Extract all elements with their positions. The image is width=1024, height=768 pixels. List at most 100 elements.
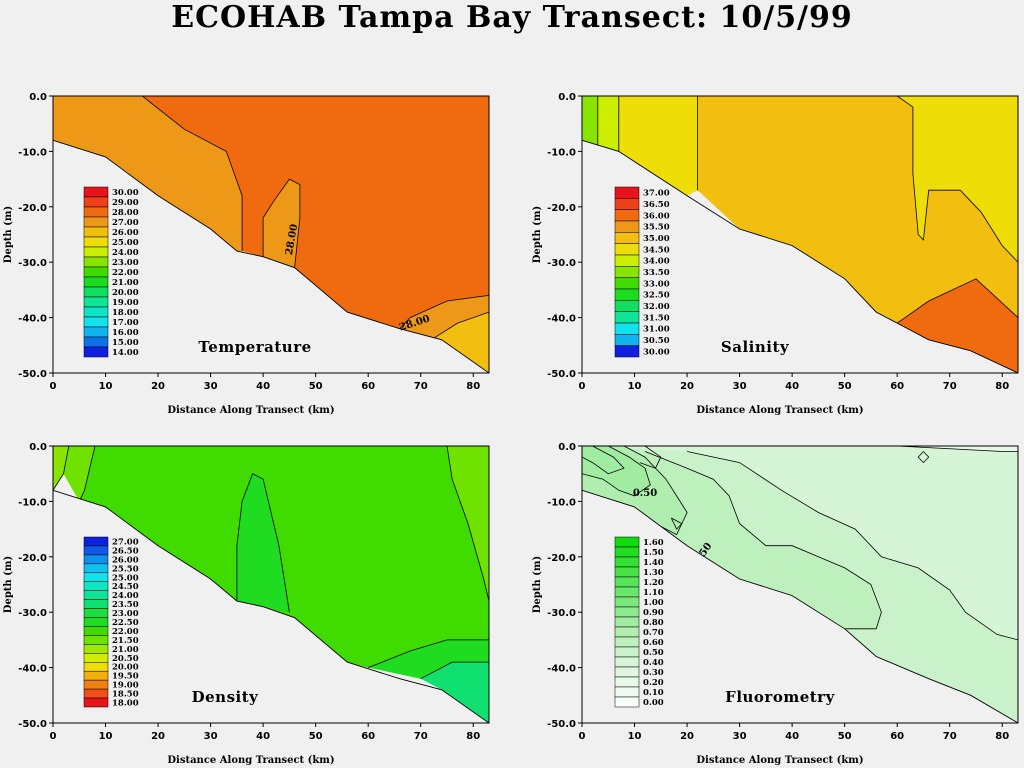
y-tick-label: 0.0 — [558, 92, 576, 103]
seafloor-line — [582, 139, 1018, 373]
legend-label: 28.00 — [112, 208, 139, 218]
contour-line-0 — [142, 96, 243, 252]
x-tick-label: 80 — [466, 381, 480, 392]
contour-line-2 — [399, 295, 489, 329]
legend-label: 22.50 — [112, 618, 139, 628]
x-tick-label: 60 — [890, 731, 904, 742]
legend-label: 14.00 — [112, 348, 139, 358]
legend-swatch — [614, 666, 640, 678]
plot-frame — [581, 95, 1019, 374]
legend-swatch — [83, 266, 109, 278]
legend-swatch — [614, 626, 640, 638]
x-tick-label: 0 — [579, 381, 586, 392]
legend-swatch — [83, 196, 109, 208]
legend-label: 24.00 — [112, 591, 139, 601]
plot-area — [53, 96, 489, 373]
legend-label: 21.00 — [112, 278, 139, 288]
field-region-2 — [263, 179, 300, 268]
legend-swatch — [83, 653, 109, 663]
legend-swatch — [83, 599, 109, 609]
page-title: ECOHAB Tampa Bay Transect: 10/5/99 — [171, 0, 853, 35]
legend-swatch — [83, 545, 109, 556]
legend-label: 0.60 — [643, 638, 664, 648]
y-tick-label: -40.0 — [547, 314, 576, 325]
y-tick-label: -50.0 — [18, 369, 47, 380]
legend-swatch — [614, 656, 640, 668]
contour-line-5 — [582, 446, 625, 475]
y-axis-label: Depth (m) — [3, 556, 14, 613]
legend-swatch — [83, 670, 109, 681]
y-axis-label: Depth (m) — [532, 206, 543, 263]
y-tick-label: -50.0 — [547, 369, 576, 380]
x-tick-label: 40 — [256, 731, 270, 742]
legend-label: 30.00 — [112, 188, 139, 198]
legend-label: 35.50 — [643, 223, 670, 233]
plot-area — [53, 446, 489, 723]
legend-swatch — [83, 346, 109, 358]
y-tick-label: -30.0 — [18, 258, 47, 269]
legend-swatch — [83, 336, 109, 348]
panel-title: Density — [192, 688, 260, 706]
y-tick-label: -40.0 — [547, 664, 576, 675]
legend-label: 32.50 — [643, 291, 670, 301]
x-tick-label: 50 — [309, 381, 323, 392]
legend-swatch — [83, 216, 109, 228]
legend-swatch — [614, 345, 640, 358]
x-tick-label: 80 — [466, 731, 480, 742]
legend-swatch — [83, 581, 109, 591]
legend-label: 20.00 — [112, 663, 139, 673]
contour-line-3 — [623, 446, 688, 536]
legend-swatch — [83, 635, 109, 645]
x-tick-label: 70 — [414, 731, 428, 742]
x-tick-label: 10 — [628, 381, 642, 392]
x-tick-label: 70 — [943, 731, 957, 742]
x-tick-label: 30 — [733, 381, 747, 392]
contour-line-1 — [262, 178, 301, 268]
x-axis-label: Distance Along Transect (km) — [696, 405, 863, 416]
y-tick-label: -30.0 — [18, 608, 47, 619]
legend-label: 1.60 — [643, 538, 664, 548]
y-tick-label: -20.0 — [547, 203, 576, 214]
legend-label: 0.90 — [643, 608, 664, 618]
contour-line-0 — [897, 446, 1018, 452]
x-tick-label: 40 — [785, 731, 799, 742]
y-tick-label: -10.0 — [18, 147, 47, 158]
legend-swatch — [614, 288, 640, 301]
panel-temperature: 0 10 20 30 40 50 60 70 80 0.0 -10.0 -20.0 -30.0 -40.0… — [3, 92, 490, 416]
legend-label: 26.50 — [112, 546, 139, 556]
legend-swatch — [614, 209, 640, 222]
y-tick-label: 0.0 — [29, 442, 47, 453]
legend-swatch — [614, 576, 640, 588]
legend-label: 26.00 — [112, 228, 139, 238]
y-tick-label: -30.0 — [547, 608, 576, 619]
contour-line-3 — [818, 96, 1018, 263]
legend-swatch — [614, 676, 640, 688]
x-tick-label: 20 — [680, 381, 694, 392]
legend-swatch — [614, 536, 640, 548]
legend-swatch — [614, 596, 640, 608]
legend-label: 21.50 — [112, 636, 139, 646]
y-tick-label: -10.0 — [547, 497, 576, 508]
field-region-1 — [142, 96, 489, 329]
legend-label: 26.00 — [112, 555, 139, 565]
legend-label: 1.30 — [643, 568, 664, 578]
legend-swatch — [83, 226, 109, 238]
legend-label: 34.50 — [643, 245, 670, 255]
x-tick-label: 30 — [204, 381, 218, 392]
contour-line-7 — [670, 517, 683, 530]
legend-swatch — [83, 326, 109, 338]
contour-line-6 — [639, 446, 662, 469]
legend-swatch — [614, 311, 640, 324]
x-tick-label: 0 — [579, 731, 586, 742]
legend-label: 0.70 — [643, 628, 664, 638]
y-tick-label: -30.0 — [547, 258, 576, 269]
x-axis-label: Distance Along Transect (km) — [167, 405, 334, 416]
legend-swatch — [83, 644, 109, 654]
legend: 1.601.501.401.301.201.101.000.900.800.70… — [614, 536, 664, 708]
legend-swatch — [614, 606, 640, 618]
seafloor-line — [582, 489, 1018, 723]
legend-swatch — [83, 276, 109, 288]
field-region-3 — [236, 473, 290, 613]
legend-label: 1.40 — [643, 558, 664, 568]
legend-swatch — [614, 198, 640, 210]
